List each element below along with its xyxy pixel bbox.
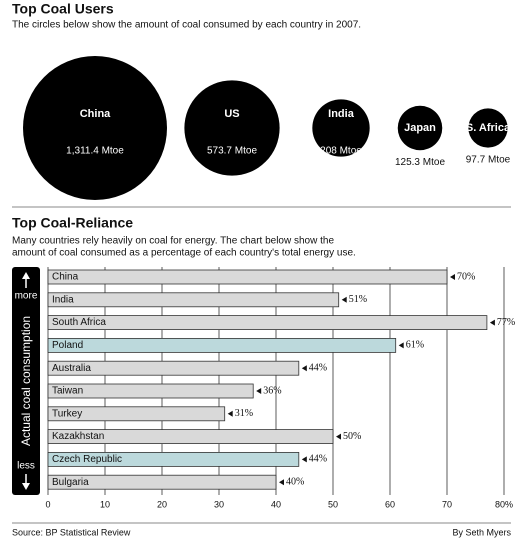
pointer bbox=[279, 479, 284, 486]
value-label: 61% bbox=[406, 340, 424, 351]
value-label: 40% bbox=[286, 476, 304, 487]
pointer bbox=[301, 456, 307, 463]
value-label: 77% bbox=[497, 317, 515, 328]
value-label: 208 Mtoe bbox=[320, 146, 362, 157]
x-tick-label: 70 bbox=[442, 499, 452, 509]
bubble bbox=[184, 80, 280, 176]
value-label: 51% bbox=[349, 294, 367, 305]
x-tick-label: 10 bbox=[100, 499, 110, 509]
category-label: Bulgaria bbox=[52, 477, 89, 488]
pointer bbox=[398, 342, 404, 349]
arrow-up-head bbox=[22, 272, 30, 279]
chart-title: Top Coal-Reliance bbox=[12, 215, 133, 231]
value-label: 125.3 Mtoe bbox=[395, 157, 445, 168]
description: Many countries rely heavily on coal for … bbox=[12, 236, 334, 247]
bar bbox=[47, 451, 300, 467]
direction-bar bbox=[12, 267, 40, 495]
value-label: 44% bbox=[309, 454, 327, 465]
x-tick-label: 80% bbox=[495, 499, 513, 509]
value-label: 573.7 Mtoe bbox=[207, 146, 257, 157]
value-label: 36% bbox=[263, 385, 281, 396]
bubble-label: India bbox=[328, 108, 355, 120]
bar bbox=[47, 474, 277, 490]
bar bbox=[47, 337, 397, 353]
arrow-down-head bbox=[22, 483, 30, 490]
value-label: 50% bbox=[343, 431, 361, 442]
bar bbox=[47, 360, 300, 376]
bubble bbox=[312, 99, 370, 157]
credit: By Seth Myers bbox=[452, 527, 511, 537]
x-tick-label: 60 bbox=[385, 499, 395, 509]
pointer bbox=[256, 388, 262, 394]
pointer bbox=[301, 365, 307, 372]
pointer bbox=[450, 274, 455, 280]
more-label: more bbox=[15, 291, 38, 302]
pointer bbox=[336, 433, 341, 440]
category-label: Taiwan bbox=[52, 386, 83, 397]
pointer bbox=[341, 296, 347, 303]
pointer bbox=[489, 319, 495, 326]
value-label: 44% bbox=[309, 362, 327, 373]
bubble bbox=[397, 105, 443, 151]
bar bbox=[47, 406, 226, 422]
bar bbox=[47, 429, 334, 445]
bubble-label: S. Africa bbox=[466, 122, 511, 134]
category-label: Australia bbox=[52, 363, 91, 374]
subtitle: The circles below show the amount of coa… bbox=[12, 20, 361, 31]
bar bbox=[47, 292, 340, 308]
bubble bbox=[468, 108, 508, 148]
x-tick-label: 50 bbox=[328, 499, 338, 509]
bubble bbox=[23, 56, 167, 200]
value-label: 1,311.4 Mtoe bbox=[66, 146, 124, 157]
category-label: Turkey bbox=[52, 408, 82, 419]
chart-title: Top Coal Users bbox=[12, 1, 114, 17]
value-label: 31% bbox=[235, 408, 253, 419]
value-label: 70% bbox=[457, 271, 475, 282]
description: amount of coal consumed as a percentage … bbox=[12, 248, 356, 259]
pointer bbox=[227, 410, 233, 417]
value-label: 97.7 Mtoe bbox=[466, 154, 511, 165]
category-label: Czech Republic bbox=[52, 454, 122, 465]
category-label: South Africa bbox=[52, 317, 106, 328]
category-label: Kazakhstan bbox=[52, 431, 104, 442]
x-tick-label: 20 bbox=[157, 499, 167, 509]
x-tick-label: 40 bbox=[271, 499, 281, 509]
source: Source: BP Statistical Review bbox=[12, 527, 131, 537]
less-label: less bbox=[17, 461, 35, 472]
y-axis-label: Actual coal consumption bbox=[19, 316, 33, 446]
bubble-label: Japan bbox=[404, 122, 436, 134]
bar bbox=[47, 383, 254, 399]
bubble-label: US bbox=[224, 108, 239, 120]
bubble-label: China bbox=[80, 108, 111, 120]
bar bbox=[47, 315, 488, 331]
x-tick-label: 0 bbox=[45, 499, 50, 509]
category-label: India bbox=[52, 294, 74, 305]
category-label: Poland bbox=[52, 340, 83, 351]
x-tick-label: 30 bbox=[214, 499, 224, 509]
bar bbox=[47, 269, 448, 285]
category-label: China bbox=[52, 272, 79, 283]
